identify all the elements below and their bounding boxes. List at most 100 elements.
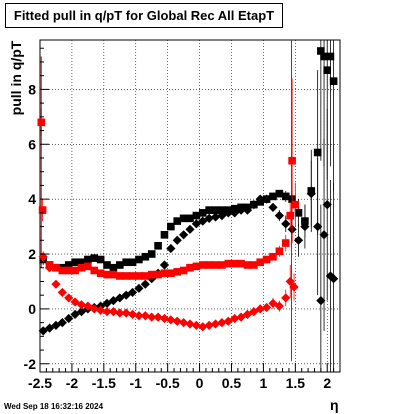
data-point	[179, 266, 188, 275]
data-point	[140, 279, 150, 289]
y-tick-label: 2	[28, 246, 36, 262]
data-point	[224, 259, 233, 268]
data-point	[96, 255, 105, 264]
data-point	[289, 282, 299, 292]
data-point	[172, 316, 182, 326]
data-point	[70, 297, 80, 307]
data-point	[322, 200, 332, 210]
data-point	[249, 200, 259, 210]
data-point	[58, 266, 67, 275]
data-point	[154, 270, 162, 279]
data-point	[261, 194, 272, 204]
data-point	[320, 52, 328, 61]
data-point	[223, 208, 233, 218]
data-point	[281, 192, 290, 201]
data-point	[57, 287, 67, 298]
x-tick-label: -1.5	[92, 375, 116, 391]
data-point	[153, 312, 163, 322]
data-point	[329, 274, 339, 284]
data-point	[115, 261, 124, 269]
data-point	[140, 311, 150, 321]
data-point	[134, 311, 144, 321]
data-point	[173, 217, 182, 225]
data-point	[230, 259, 239, 268]
series-3	[38, 251, 299, 332]
data-point	[185, 319, 195, 329]
data-point	[159, 313, 170, 324]
data-point	[64, 313, 74, 324]
data-point	[323, 66, 332, 74]
data-point	[115, 308, 125, 318]
data-point	[237, 259, 245, 268]
data-point	[166, 315, 176, 325]
data-point	[173, 268, 182, 276]
x-tick-label: 0	[196, 375, 204, 391]
data-point	[275, 247, 284, 256]
data-point	[262, 255, 271, 264]
y-tick-label: 4	[28, 191, 36, 207]
data-point	[250, 261, 258, 269]
data-point	[211, 206, 220, 214]
data-point	[84, 255, 92, 264]
data-point	[268, 202, 278, 212]
data-point	[102, 307, 112, 317]
x-tick-label: 1.5	[286, 375, 306, 391]
data-point	[236, 205, 246, 215]
data-point	[281, 293, 291, 303]
data-point	[269, 192, 277, 201]
data-point	[70, 309, 80, 319]
data-point	[179, 230, 189, 240]
data-point	[288, 156, 296, 165]
data-point	[38, 252, 48, 262]
data-point	[147, 270, 156, 279]
data-point	[179, 318, 189, 328]
data-point	[103, 270, 111, 279]
data-point	[76, 300, 87, 310]
data-point	[313, 221, 323, 232]
data-point	[261, 302, 272, 313]
x-tick-label: 1	[260, 375, 268, 391]
data-point	[317, 47, 325, 55]
x-tick-label: -1	[130, 375, 143, 391]
x-tick-label: -2	[66, 375, 79, 391]
x-tick-label: 0.5	[222, 375, 242, 391]
data-point	[122, 272, 130, 280]
data-point	[160, 231, 169, 239]
data-point	[300, 221, 310, 232]
data-point	[51, 279, 61, 289]
data-point	[127, 309, 138, 319]
data-point	[121, 290, 131, 300]
y-tick-label: 8	[28, 81, 36, 97]
data-point	[167, 269, 175, 278]
data-point	[121, 308, 131, 318]
data-point	[268, 298, 278, 309]
data-point	[64, 261, 73, 269]
data-point	[218, 206, 226, 214]
data-point	[249, 307, 259, 317]
data-point	[154, 241, 162, 250]
data-point	[275, 189, 284, 198]
data-point	[90, 266, 99, 275]
data-point	[306, 189, 316, 199]
data-point	[44, 263, 55, 273]
data-point	[115, 272, 124, 280]
data-point	[198, 261, 207, 269]
data-point	[294, 209, 303, 217]
data-point	[134, 283, 144, 293]
data-point	[160, 269, 169, 278]
data-point	[127, 287, 138, 298]
data-point	[64, 293, 74, 303]
data-point	[210, 212, 221, 222]
data-point	[128, 258, 137, 267]
data-point	[135, 272, 143, 280]
data-point	[84, 262, 92, 271]
data-point	[186, 263, 194, 272]
data-point	[293, 235, 304, 245]
data-point	[108, 307, 119, 317]
data-point	[96, 305, 106, 315]
data-point	[71, 258, 79, 267]
data-point	[147, 312, 157, 322]
data-point	[269, 252, 277, 261]
data-point	[141, 272, 150, 280]
data-point	[38, 326, 48, 336]
